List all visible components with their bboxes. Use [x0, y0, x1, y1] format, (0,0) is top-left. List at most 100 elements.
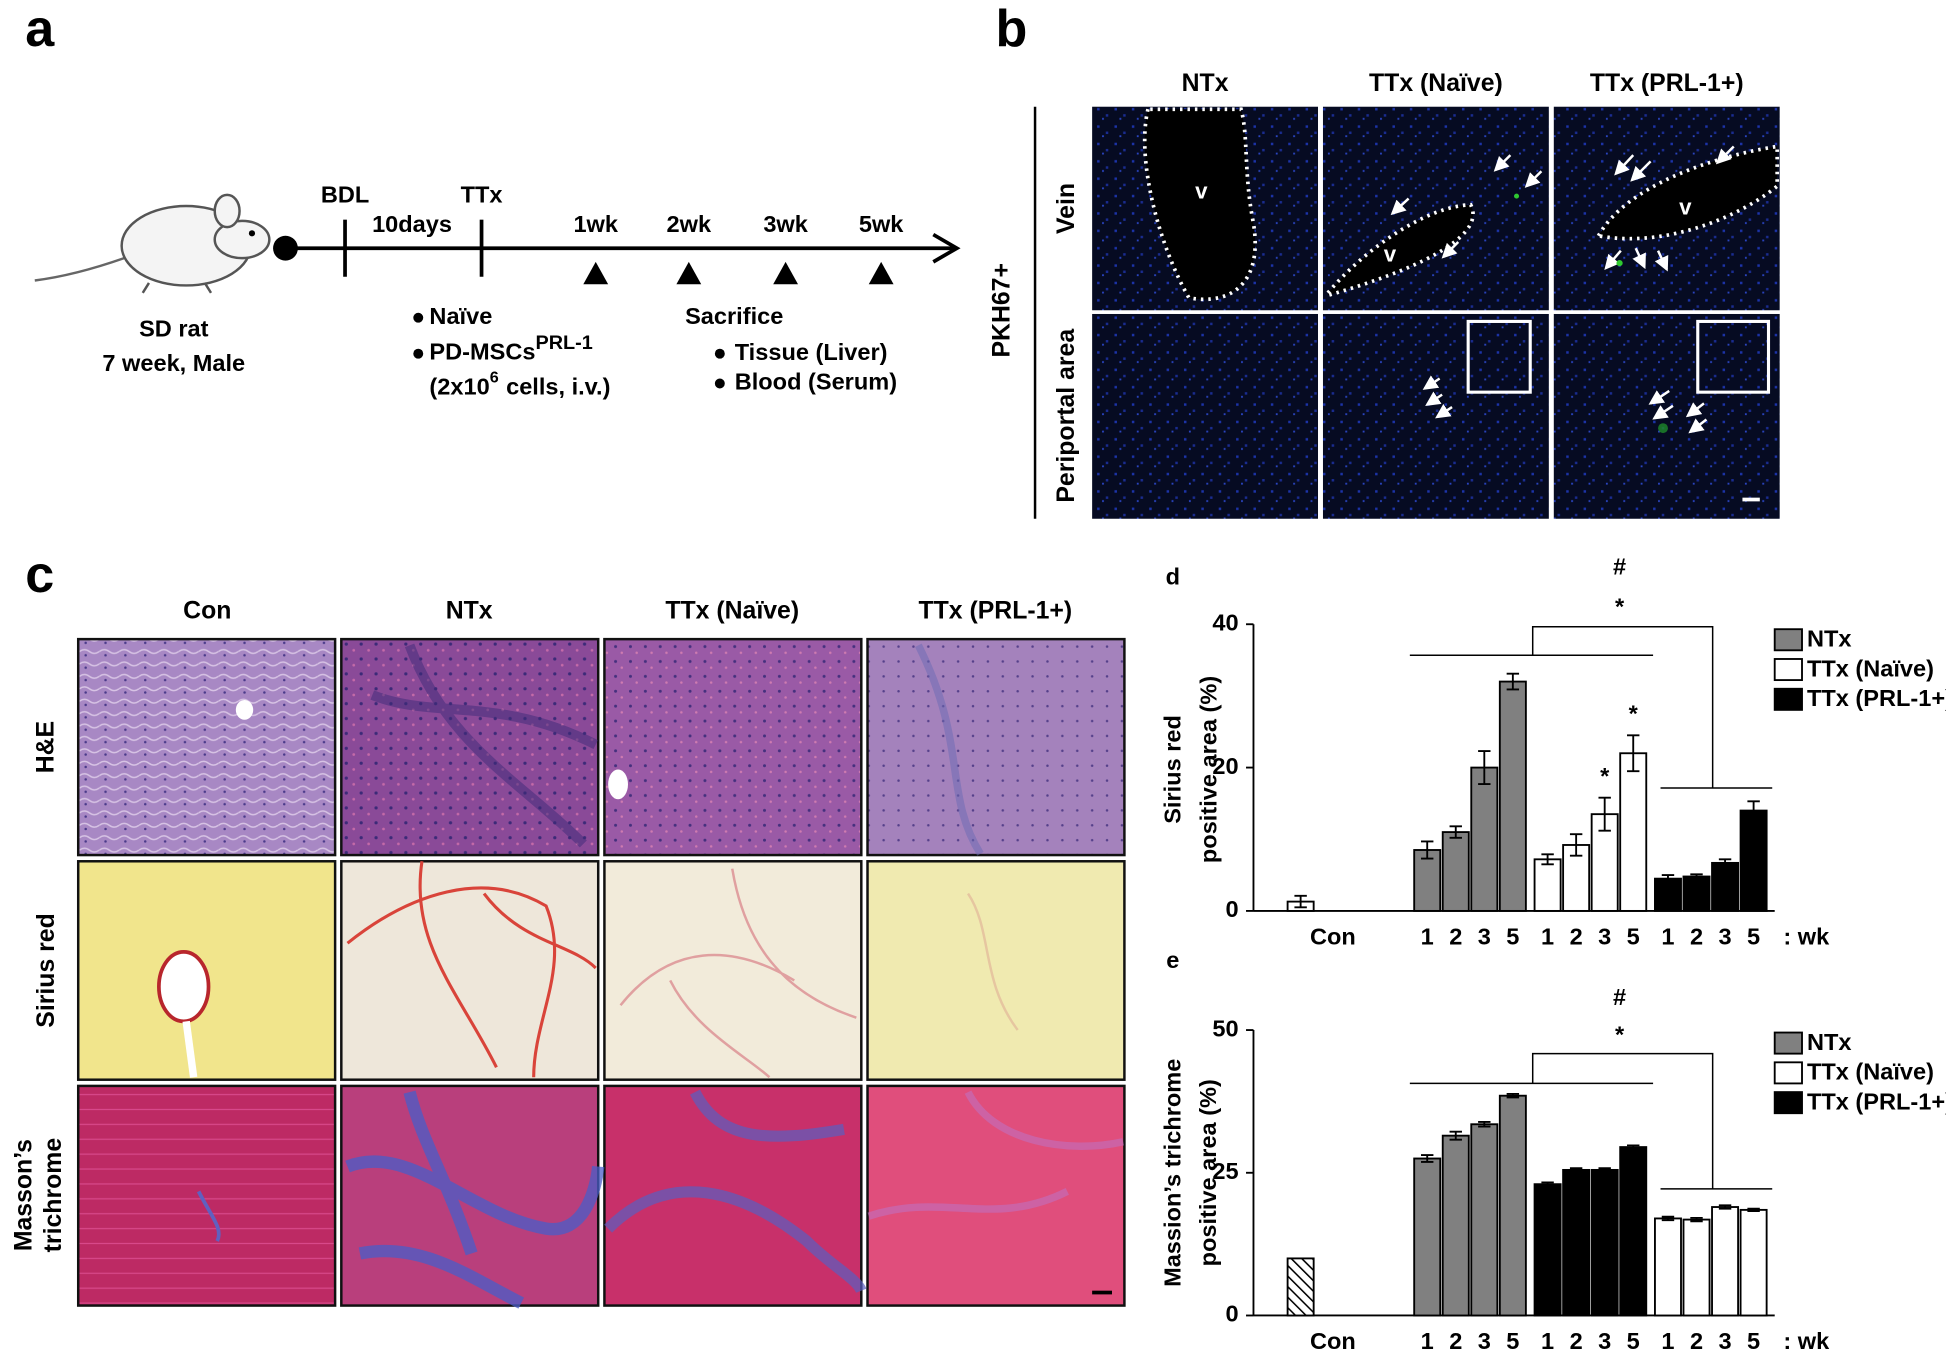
bar [1562, 1168, 1591, 1317]
illustration-shape [1322, 313, 1549, 519]
event-label: BDL [321, 181, 369, 207]
row-label: Periportal area [1053, 329, 1080, 503]
bar [1413, 849, 1442, 912]
significance-mark: * [1615, 593, 1625, 619]
error-bar [1690, 1216, 1703, 1223]
sacrifice-item: Tissue (Liver) [735, 339, 888, 365]
legend-label: TTx (Naïve) [1807, 1059, 1934, 1085]
illustration-shape [676, 261, 702, 285]
row-label: H&E [33, 721, 60, 773]
illustration-shape [346, 861, 597, 1078]
panel-letter: a [25, 0, 55, 58]
bar [1711, 861, 1740, 912]
error-bar [1661, 1215, 1675, 1222]
bar [1682, 1218, 1711, 1317]
significance-mark: * [1629, 701, 1639, 727]
illustration-shape [866, 1084, 1126, 1307]
illustration-shape [1614, 154, 1635, 176]
x-tick-label: 3 [1719, 923, 1732, 949]
legend-label: TTx (PRL-1+) [1807, 685, 1946, 711]
illustration-shape [866, 637, 1126, 857]
bar [1413, 1157, 1442, 1317]
y-tick-label: 0 [1225, 896, 1238, 922]
illustration-shape [213, 219, 271, 260]
bar [1441, 1134, 1470, 1317]
error-bar [1690, 873, 1703, 880]
text-part: (2x10 [429, 374, 489, 400]
x-tick-label: 5 [1627, 923, 1640, 949]
illustration-shape [370, 643, 598, 848]
error-bar [1449, 1130, 1462, 1141]
y-tick-label: 0 [1225, 1301, 1238, 1327]
x-tick-label: 1 [1541, 923, 1554, 949]
error-bar [1661, 874, 1675, 884]
error-bar [1569, 1167, 1583, 1173]
illustration-shape [915, 643, 984, 856]
illustration-shape [1466, 319, 1532, 394]
illustration-shape [248, 230, 256, 237]
x-tick-label: 3 [1478, 923, 1491, 949]
illustration-shape [773, 261, 799, 285]
legend-swatch [1773, 658, 1803, 682]
panel-letter: c [25, 546, 54, 604]
row-label: Vein [1053, 183, 1080, 234]
column-header: NTx [1182, 70, 1229, 97]
illustration-shape [34, 256, 125, 282]
x-tick-label: 2 [1449, 923, 1462, 949]
row-label: trichrome [40, 1138, 67, 1252]
timepoint-label: 5wk [859, 211, 904, 237]
x-tick-label: 5 [1627, 1328, 1640, 1349]
superscript: PRL-1 [535, 332, 592, 354]
bar [1441, 831, 1470, 912]
legend-swatch [1773, 1091, 1803, 1115]
error-bar [1541, 853, 1554, 866]
x-unit-label: : wk [1783, 923, 1830, 949]
error-bar [1478, 750, 1491, 785]
x-unit-label: : wk [1783, 1328, 1830, 1349]
x-tick-label: 5 [1747, 923, 1760, 949]
bar [1498, 1094, 1527, 1317]
panel-letter: b [996, 0, 1028, 58]
y-tick-label: 50 [1212, 1015, 1238, 1041]
y-axis-title: Sirius red [1159, 715, 1185, 824]
x-tick-label: 2 [1570, 1328, 1583, 1349]
legend-swatch [1773, 1031, 1803, 1055]
illustration-shape [967, 892, 1019, 1031]
illustration-shape [1658, 423, 1668, 434]
legend-label: TTx (PRL-1+) [1807, 1088, 1946, 1114]
x-tick-label: 1 [1421, 923, 1434, 949]
x-tick-label: 2 [1690, 923, 1703, 949]
bar [1533, 1183, 1562, 1317]
legend-swatch [1773, 687, 1803, 711]
illustration-shape [1632, 247, 1646, 270]
error-bar [1598, 1167, 1611, 1173]
illustration-shape [76, 860, 337, 1081]
x-tick-label: Con [1310, 923, 1356, 949]
error-bar [1747, 800, 1760, 821]
bar [1654, 1217, 1682, 1317]
x-tick-label: Con [1310, 1328, 1356, 1349]
illustration-shape [413, 312, 424, 323]
bar [1498, 680, 1527, 912]
illustration-shape [1422, 375, 1441, 390]
error-bar [1627, 734, 1640, 773]
illustration-shape [1425, 391, 1443, 406]
column-header: Con [183, 597, 231, 624]
illustration-shape [714, 348, 725, 359]
illustration-shape [141, 282, 213, 294]
marker-label: PKH67+ [988, 263, 1015, 357]
illustration-shape [1514, 193, 1520, 199]
bar [1682, 875, 1711, 912]
y-tick-label: 20 [1212, 753, 1238, 779]
illustration-shape [1493, 154, 1512, 172]
timepoint-label: 1wk [573, 211, 618, 237]
y-axis-title: Massion’s trichrome [1159, 1059, 1185, 1287]
error-bar [1506, 1093, 1520, 1099]
column-header: TTx (Naïve) [1369, 70, 1503, 97]
row-label: Sirius red [33, 913, 60, 1027]
text-part: PD-MSCs [429, 339, 535, 365]
illustration-shape [1524, 170, 1543, 188]
illustration-shape [1553, 313, 1780, 519]
illustration-shape [867, 1090, 1124, 1220]
